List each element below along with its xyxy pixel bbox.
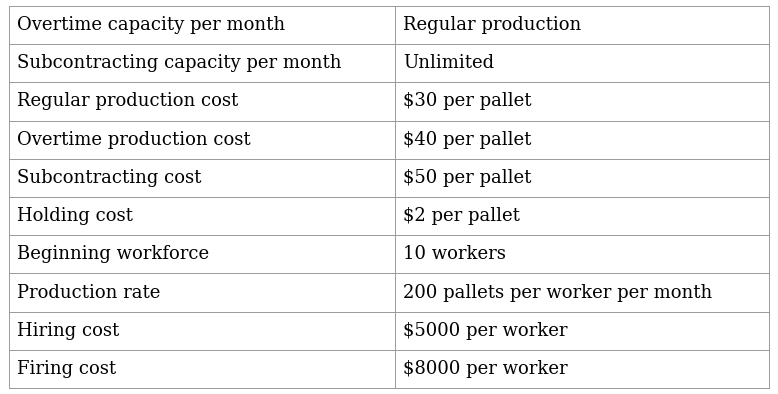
Text: $40 per pallet: $40 per pallet (403, 131, 531, 149)
Text: Hiring cost: Hiring cost (17, 322, 119, 340)
Text: Subcontracting capacity per month: Subcontracting capacity per month (17, 54, 342, 72)
Text: Regular production cost: Regular production cost (17, 93, 238, 110)
Text: $50 per pallet: $50 per pallet (403, 169, 531, 187)
Text: 200 pallets per worker per month: 200 pallets per worker per month (403, 284, 712, 301)
Text: Unlimited: Unlimited (403, 54, 494, 72)
Text: $8000 per worker: $8000 per worker (403, 360, 567, 378)
Text: Overtime capacity per month: Overtime capacity per month (17, 16, 286, 34)
Text: 10 workers: 10 workers (403, 245, 506, 263)
Text: Overtime production cost: Overtime production cost (17, 131, 251, 149)
Text: Holding cost: Holding cost (17, 207, 133, 225)
Text: Production rate: Production rate (17, 284, 160, 301)
Text: Subcontracting cost: Subcontracting cost (17, 169, 202, 187)
Text: Regular production: Regular production (403, 16, 581, 34)
Text: Beginning workforce: Beginning workforce (17, 245, 209, 263)
Text: Firing cost: Firing cost (17, 360, 116, 378)
Text: $2 per pallet: $2 per pallet (403, 207, 520, 225)
Text: $30 per pallet: $30 per pallet (403, 93, 531, 110)
Text: $5000 per worker: $5000 per worker (403, 322, 567, 340)
